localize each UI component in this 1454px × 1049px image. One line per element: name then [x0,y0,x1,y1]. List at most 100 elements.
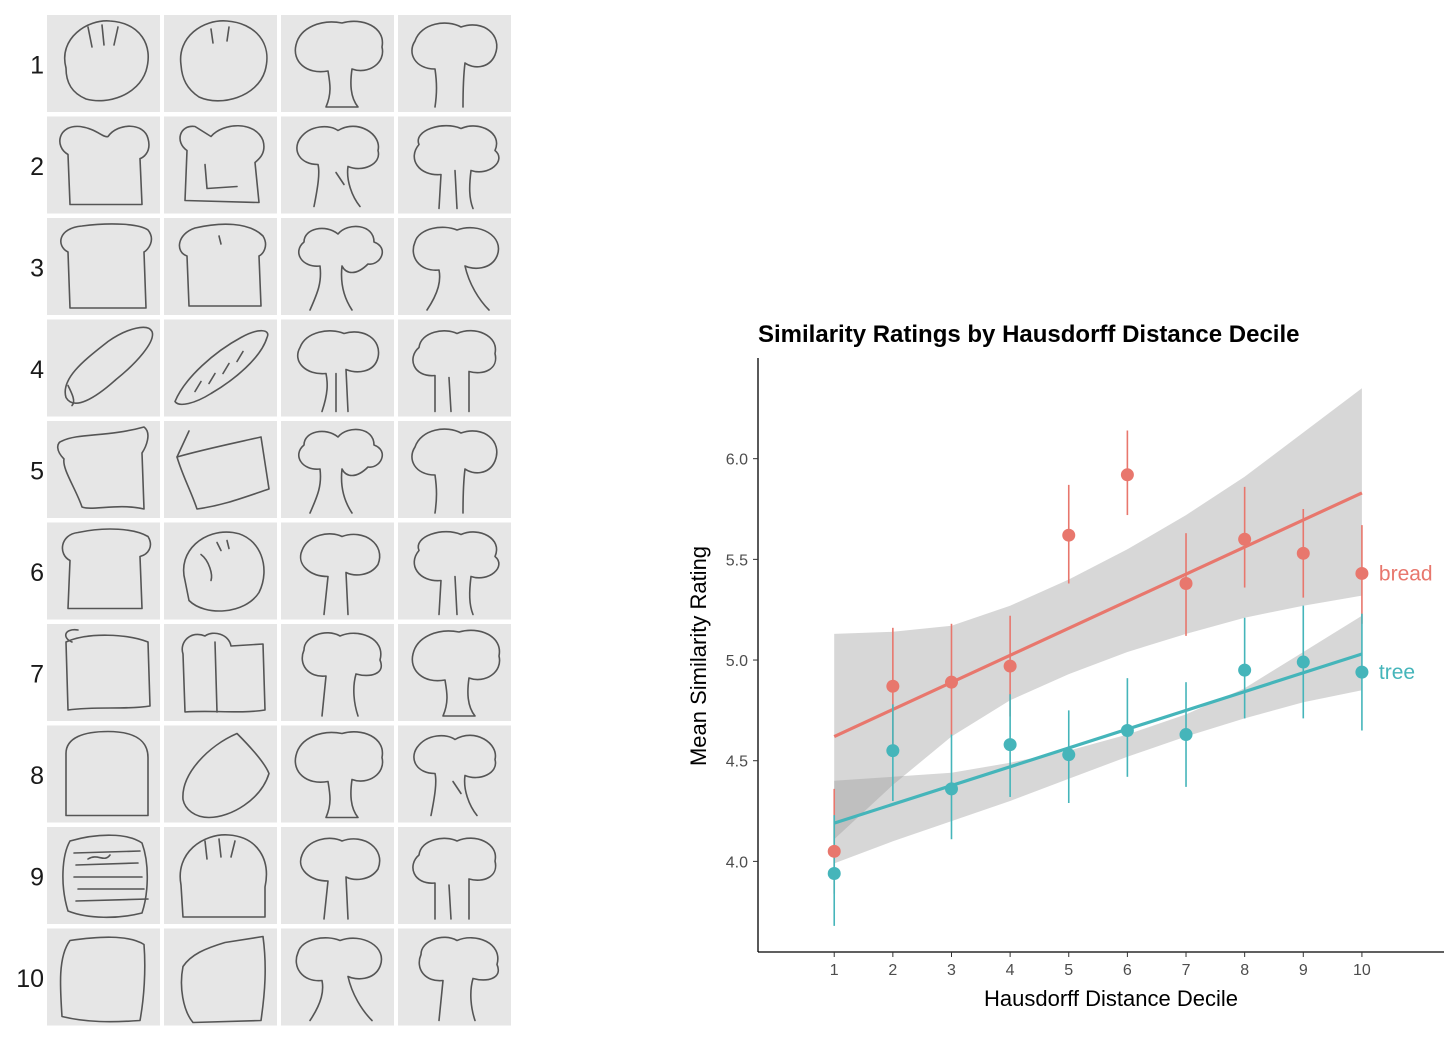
tree-sketch [398,421,511,518]
bread-sketch [47,421,160,518]
bread-sketch [164,522,277,620]
tree-data-point [1296,655,1310,669]
x-tick-label: 6 [1123,962,1132,979]
bread-data-point [1003,659,1017,673]
tree-data-point [1062,748,1076,762]
bread-sketch [164,116,277,214]
x-tick-label: 8 [1240,962,1249,979]
tree-sketch [281,725,394,823]
x-tick-label: 7 [1182,962,1191,979]
tree-sketch [398,15,511,112]
chart-panel: Similarity Ratings by Hausdorff Distance… [660,300,1454,1030]
bread-data-point [1179,577,1193,591]
tree-data-point [1238,663,1252,677]
tree-sketch [398,218,511,315]
tree-sketch [281,15,394,112]
bread-sketch [47,218,160,315]
tree-sketch [281,218,394,315]
bread-sketch [164,15,277,112]
bread-sketch [164,218,277,315]
x-tick-label: 3 [947,962,956,979]
x-tick-label: 9 [1299,962,1308,979]
x-tick-label: 5 [1064,962,1073,979]
tree-data-point [1120,724,1134,738]
bread-sketch [47,116,160,214]
bread-sketch [164,421,277,518]
y-tick-label: 4.0 [726,854,748,871]
bread-sketch [164,319,277,417]
row-label: 8 [30,762,44,790]
x-tick-label: 2 [888,962,897,979]
bread-sketch [47,624,160,721]
x-tick-label: 1 [830,962,839,979]
y-axis-ticks: 4.0 4.5 5.0 5.5 6.0 [726,452,758,871]
sketch-grid: 1 2 3 4 5 6 7 8 9 10 [16,15,511,1026]
y-tick-label: 5.5 [726,552,748,569]
confidence-bands [834,388,1362,864]
tree-sketch [398,522,511,620]
bread-sketch [47,928,160,1026]
bread-data-point [1120,468,1134,482]
y-tick-label: 6.0 [726,452,748,469]
row-label: 6 [30,559,44,587]
tree-sketch [281,624,394,721]
tree-sketch [398,827,511,924]
bread-sketch [47,319,160,417]
tree-sketch [398,116,511,214]
row-label: 4 [30,356,44,384]
tree-confidence-band [834,615,1362,864]
tree-sketch [398,725,511,823]
row-label: 2 [30,153,44,181]
bread-data-point [1238,532,1252,546]
tree-sketch [281,116,394,214]
bread-sketch [164,827,277,924]
x-tick-label: 4 [1006,962,1015,979]
row-label: 7 [30,661,44,689]
tree-sketch [281,421,394,518]
chart-title: Similarity Ratings by Hausdorff Distance… [758,321,1300,348]
tree-data-point [827,866,841,880]
row-label: 1 [30,52,44,80]
bread-sketch [47,15,160,112]
tree-data-point [886,744,900,758]
tree-data-point [1179,728,1193,742]
x-axis-title: Hausdorff Distance Decile [984,986,1238,1011]
bread-data-point [944,675,958,689]
tree-sketch [281,319,394,417]
bread-data-point [1355,566,1369,580]
y-tick-label: 5.0 [726,653,748,670]
tree-data-point [1003,738,1017,752]
tree-data-point [1355,665,1369,679]
bread-sketch [47,827,160,924]
row-label: 3 [30,255,44,283]
bread-sketch [164,928,277,1026]
bread-data-point [886,679,900,693]
tree-sketch [398,928,511,1026]
bread-data-point [1062,528,1076,542]
tree-data-point [944,782,958,796]
chart-svg: Similarity Ratings by Hausdorff Distance… [686,321,1444,1011]
data-points [827,468,1369,880]
tree-sketch [281,928,394,1026]
x-axis-ticks: 1 2 3 4 5 6 7 8 9 10 [830,952,1371,979]
bread-fit-line [833,491,1363,739]
tree-sketch [281,522,394,620]
bread-sketch [47,522,160,620]
fit-lines [833,491,1363,825]
row-label: 9 [30,864,44,892]
bread-series-label: bread [1379,562,1433,585]
series-labels: bread tree [1379,562,1433,684]
y-axis-title: Mean Similarity Rating [686,546,711,766]
tree-sketch [281,827,394,924]
x-tick-label: 10 [1353,962,1371,979]
bread-sketch [164,624,277,721]
bread-data-point [1296,546,1310,560]
sketch-grid-panel: 1 2 3 4 5 6 7 8 9 10 [0,0,520,1044]
bread-sketch [47,725,160,823]
y-tick-label: 4.5 [726,754,748,771]
tree-sketch [398,319,511,417]
row-label: 10 [16,965,44,993]
row-label: 5 [30,458,44,486]
bread-sketch [164,725,277,823]
tree-fit-line [833,652,1363,825]
